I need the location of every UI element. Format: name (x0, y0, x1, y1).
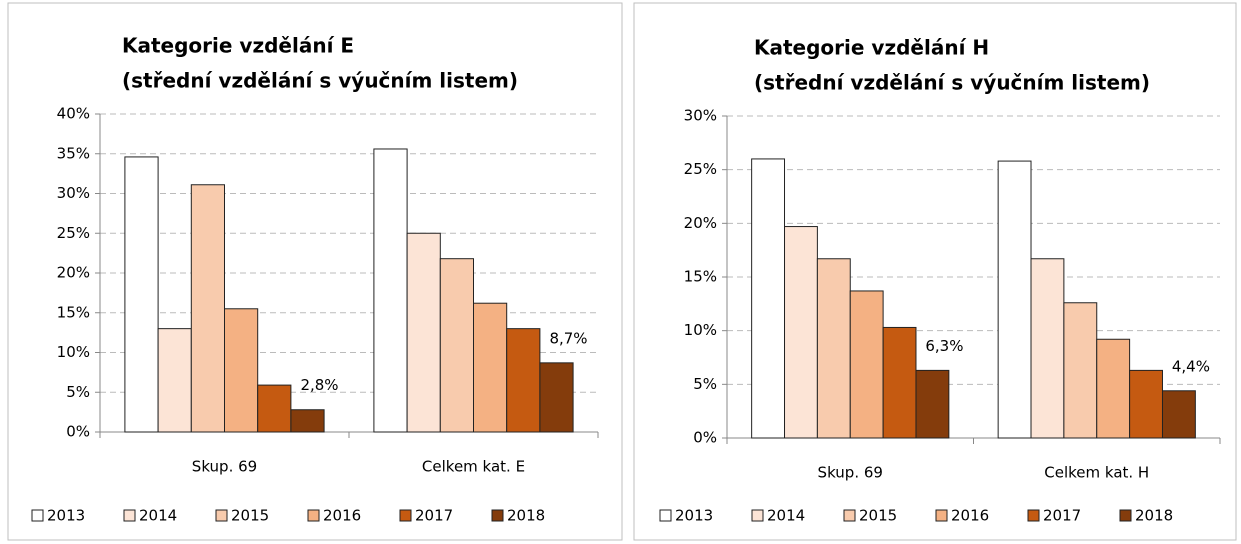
legend-swatch (1027, 509, 1040, 522)
y-tick-label: 35% (57, 144, 90, 162)
x-tick-label: Skup. 69 (192, 458, 257, 476)
bar (784, 226, 818, 439)
legend-swatch (935, 509, 948, 522)
legend-label: 2015 (859, 507, 897, 525)
y-tick-label: 15% (684, 268, 717, 286)
bar (1063, 302, 1098, 439)
bar (439, 258, 474, 433)
y-tick-label: 20% (57, 264, 90, 282)
bar (473, 302, 508, 433)
y-tick-label: 25% (684, 160, 717, 178)
chart-title: Kategorie vzdělání H (754, 36, 989, 60)
legend-label: 2016 (323, 507, 361, 525)
legend-swatch (307, 509, 320, 522)
legend-label: 2017 (415, 507, 453, 525)
bar (1096, 338, 1131, 439)
bar (997, 160, 1032, 439)
panel (7, 2, 623, 541)
data-label: 8,7% (549, 329, 587, 347)
x-tick-label: Skup. 69 (818, 464, 883, 482)
y-tick-label: 30% (57, 184, 90, 202)
y-tick-label: 10% (57, 343, 90, 361)
legend-swatch (491, 509, 504, 522)
legend-swatch (31, 509, 44, 522)
legend-label: 2014 (139, 507, 177, 525)
panel (633, 2, 1237, 541)
y-tick-label: 10% (684, 321, 717, 339)
bar (1129, 369, 1163, 439)
y-tick-label: 30% (684, 107, 717, 125)
bar (1161, 390, 1196, 439)
y-tick-label: 5% (66, 383, 90, 401)
y-tick-label: 0% (66, 423, 90, 441)
legend-label: 2016 (951, 507, 989, 525)
bar (506, 328, 541, 433)
data-label: 4,4% (1172, 357, 1210, 375)
legend-label: 2013 (47, 507, 85, 525)
legend-label: 2014 (767, 507, 805, 525)
bar (290, 409, 325, 433)
legend-swatch (843, 509, 856, 522)
y-tick-label: 20% (684, 214, 717, 232)
legend-swatch (659, 509, 672, 522)
bar (915, 369, 950, 439)
bar (190, 184, 226, 433)
legend-label: 2018 (507, 507, 545, 525)
x-tick-label: Celkem kat. E (422, 458, 525, 476)
bar (816, 258, 851, 439)
chart-subtitle: (střední vzdělání s výučním listem) (754, 71, 1150, 95)
legend-swatch (399, 509, 412, 522)
chart-title: Kategorie vzdělání E (122, 34, 354, 58)
bar (849, 290, 884, 439)
bar (124, 156, 159, 433)
bar (539, 362, 574, 433)
legend-label: 2018 (1135, 507, 1173, 525)
bar (224, 308, 259, 433)
legend-swatch (123, 509, 136, 522)
y-tick-label: 25% (57, 224, 90, 242)
y-tick-label: 5% (693, 375, 717, 393)
bar (157, 328, 192, 433)
y-tick-label: 0% (693, 429, 717, 447)
legend-swatch (751, 509, 764, 522)
bar (373, 148, 408, 433)
data-label: 6,3% (925, 337, 963, 355)
data-label: 2,8% (300, 376, 338, 394)
chart-subtitle: (střední vzdělání s výučním listem) (122, 69, 518, 93)
bar (751, 158, 786, 439)
legend-label: 2017 (1043, 507, 1081, 525)
bar (1030, 258, 1065, 439)
legend-swatch (215, 509, 228, 522)
y-tick-label: 40% (57, 105, 90, 123)
legend-label: 2015 (231, 507, 269, 525)
bar (257, 384, 292, 433)
bar (882, 326, 917, 439)
y-tick-label: 15% (57, 303, 90, 321)
bar (406, 232, 441, 433)
legend-label: 2013 (675, 507, 713, 525)
legend-swatch (1119, 509, 1132, 522)
x-tick-label: Celkem kat. H (1044, 464, 1149, 482)
